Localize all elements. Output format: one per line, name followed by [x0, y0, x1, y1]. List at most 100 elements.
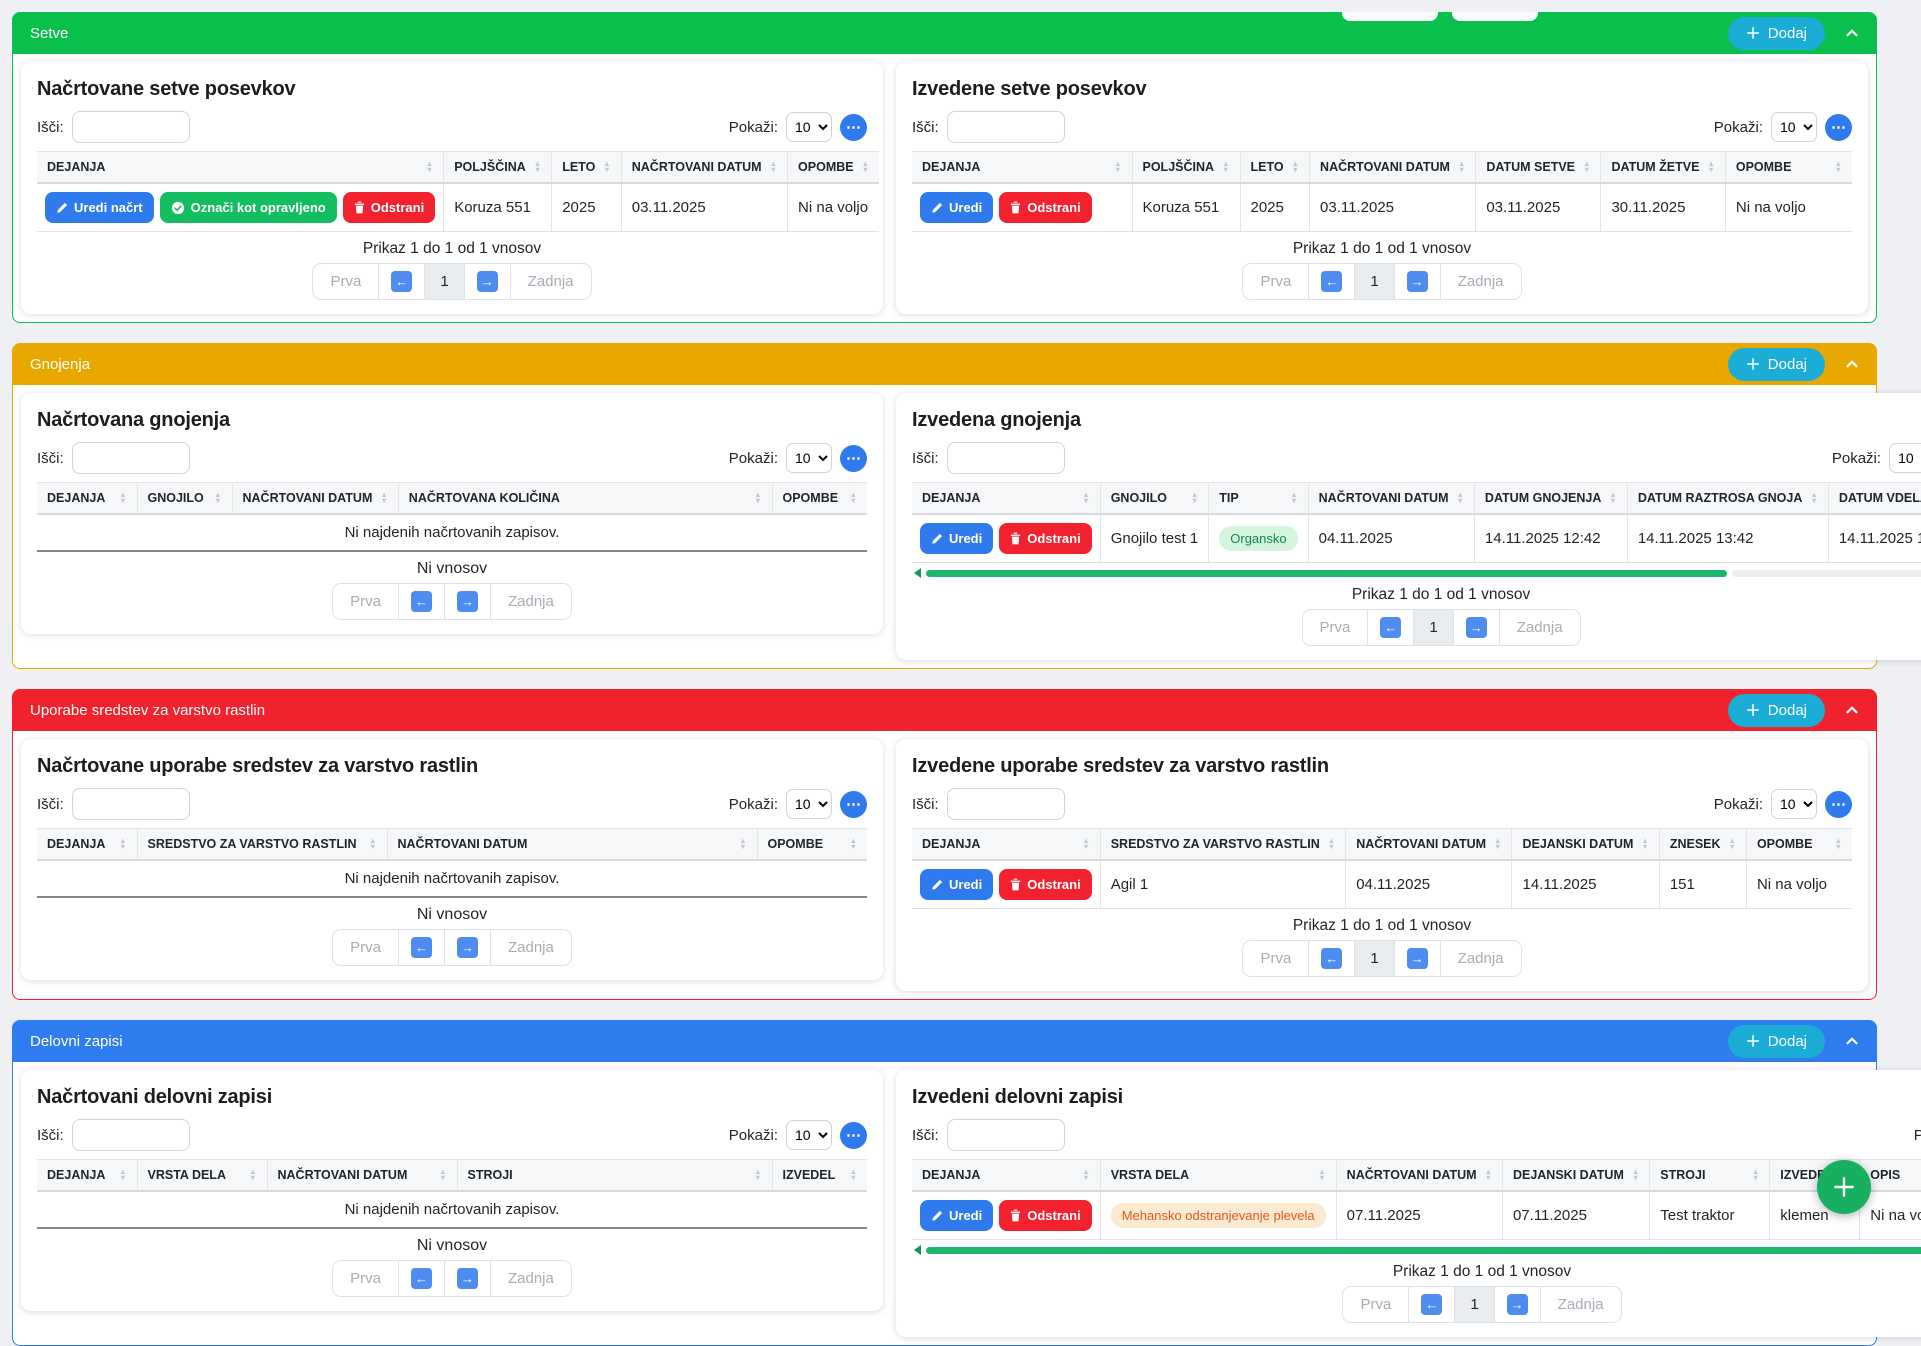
collapse-button[interactable]	[1841, 353, 1863, 375]
more-options-button[interactable]	[840, 113, 867, 141]
more-options-button[interactable]	[840, 1121, 867, 1149]
pager-last[interactable]: Zadnja	[489, 584, 571, 619]
pager-next[interactable]	[1452, 610, 1499, 645]
column-header[interactable]: ZNESEK	[1658, 828, 1747, 861]
search-input[interactable]	[946, 1119, 1065, 1151]
edit-button[interactable]: Uredi	[920, 1200, 994, 1231]
pager-prev[interactable]	[1408, 1287, 1454, 1322]
pager-next[interactable]	[1393, 264, 1440, 299]
column-header[interactable]: DEJANJA	[912, 828, 1101, 861]
column-header[interactable]: LETO	[551, 151, 622, 184]
pager-next[interactable]	[443, 584, 490, 619]
column-header[interactable]: GNOJILO	[1099, 482, 1209, 515]
column-header[interactable]: DATUM RAZTROSA GNOJA	[1626, 482, 1829, 515]
pager-first[interactable]: Prva	[1260, 950, 1292, 967]
column-header[interactable]: DEJANJA	[912, 482, 1101, 515]
pager-next[interactable]	[1393, 941, 1440, 976]
pager-first[interactable]: Prva	[1319, 619, 1351, 636]
column-header[interactable]: GNOJILO	[136, 482, 232, 515]
search-input[interactable]	[71, 111, 190, 143]
pager-page-1[interactable]: 1	[1354, 264, 1394, 299]
column-header[interactable]: OPOMBE	[787, 151, 880, 184]
search-input[interactable]	[71, 788, 190, 820]
column-header[interactable]: DEJANJA	[912, 1159, 1101, 1192]
pager-next[interactable]	[1493, 1287, 1540, 1322]
column-header[interactable]: DEJANJA	[37, 482, 137, 515]
edit-plan-button[interactable]: Uredi načrt	[45, 192, 154, 223]
column-header[interactable]: NAČRTOVANI DATUM	[1309, 151, 1476, 184]
pager-next[interactable]	[443, 1261, 490, 1296]
page-size-select[interactable]: 10	[786, 1120, 832, 1150]
column-header[interactable]: NAČRTOVANI DATUM	[231, 482, 399, 515]
page-size-select[interactable]: 10	[1889, 443, 1921, 473]
edit-button[interactable]: Uredi	[920, 192, 994, 223]
pager-prev[interactable]	[397, 1261, 444, 1296]
column-header[interactable]: LETO	[1239, 151, 1310, 184]
mark-done-button[interactable]: Označi kot opravljeno	[159, 192, 337, 223]
column-header[interactable]: VRSTA DELA	[1099, 1159, 1337, 1192]
pager-last[interactable]: Zadnja	[1439, 264, 1521, 299]
pager-prev[interactable]	[1308, 264, 1354, 299]
add-button[interactable]: Dodaj	[1727, 1024, 1825, 1058]
remove-button[interactable]: Odstrani	[999, 523, 1092, 554]
edit-button[interactable]: Uredi	[920, 869, 994, 900]
more-options-button[interactable]	[1825, 113, 1852, 141]
pager-prev[interactable]	[378, 264, 424, 299]
column-header[interactable]: POLJŠČINA	[1131, 151, 1240, 184]
pager-first[interactable]: Prva	[350, 1270, 381, 1287]
pager-last[interactable]: Zadnja	[1539, 1287, 1621, 1322]
collapse-button[interactable]	[1841, 22, 1863, 44]
search-input[interactable]	[946, 788, 1065, 820]
search-input[interactable]	[946, 111, 1065, 143]
column-header[interactable]: SREDSTVO ZA VARSTVO RASTLIN	[136, 828, 387, 861]
column-header[interactable]: POLJŠČINA	[443, 151, 552, 184]
column-header[interactable]: OPOMBE	[1724, 151, 1852, 184]
column-header[interactable]: DATUM GNOJENJA	[1473, 482, 1628, 515]
column-header[interactable]: DEJANSKI DATUM	[1501, 1159, 1650, 1192]
column-header[interactable]: TIP	[1208, 482, 1309, 515]
more-options-button[interactable]	[1825, 790, 1852, 818]
column-header[interactable]: VRSTA DELA	[136, 1159, 267, 1192]
scroll-thumb[interactable]	[926, 569, 1728, 577]
pager-last[interactable]: Zadnja	[1439, 941, 1521, 976]
page-size-select[interactable]: 10	[786, 789, 832, 819]
column-header[interactable]: DATUM ŽETVE	[1600, 151, 1726, 184]
search-input[interactable]	[71, 442, 190, 474]
add-button[interactable]: Dodaj	[1727, 693, 1825, 727]
pager-first[interactable]: Prva	[1260, 273, 1292, 290]
column-header[interactable]: SREDSTVO ZA VARSTVO RASTLIN	[1099, 828, 1346, 861]
page-size-select[interactable]: 10	[1771, 789, 1817, 819]
pager-last[interactable]: Zadnja	[1498, 610, 1580, 645]
pager-page-1[interactable]: 1	[1454, 1287, 1494, 1322]
column-header[interactable]: IZVEDEL	[771, 1159, 867, 1192]
column-header[interactable]: NAČRTOVANI DATUM	[620, 151, 788, 184]
pager-prev[interactable]	[397, 930, 444, 965]
collapse-button[interactable]	[1841, 1030, 1863, 1052]
pager-last[interactable]: Zadnja	[509, 264, 591, 299]
remove-button[interactable]: Odstrani	[999, 869, 1092, 900]
collapse-button[interactable]	[1841, 699, 1863, 721]
scroll-thumb[interactable]	[926, 1246, 1921, 1254]
add-button[interactable]: Dodaj	[1727, 16, 1825, 50]
remove-button[interactable]: Odstrani	[342, 192, 436, 223]
page-size-select[interactable]: 10	[786, 112, 832, 142]
column-header[interactable]: NAČRTOVANA KOLIČINA	[397, 482, 772, 515]
column-header[interactable]: NAČRTOVANI DATUM	[1307, 482, 1475, 515]
pager-first[interactable]: Prva	[1360, 1296, 1392, 1313]
pager-page-1[interactable]: 1	[1413, 610, 1453, 645]
pager-prev[interactable]	[397, 584, 444, 619]
pager-first[interactable]: Prva	[350, 939, 381, 956]
pager-page-1[interactable]: 1	[1354, 941, 1394, 976]
column-header[interactable]: NAČRTOVANI DATUM	[1335, 1159, 1503, 1192]
column-header[interactable]: DEJANSKI DATUM	[1511, 828, 1660, 861]
scroll-left-icon[interactable]	[914, 568, 921, 578]
column-header[interactable]: STROJI	[456, 1159, 772, 1192]
search-input[interactable]	[71, 1119, 190, 1151]
column-header[interactable]: OPOMBE	[771, 482, 867, 515]
column-header[interactable]: NAČRTOVANI DATUM	[1345, 828, 1512, 861]
scroll-left-icon[interactable]	[914, 1245, 921, 1255]
pager-next[interactable]	[443, 930, 490, 965]
column-header[interactable]: DATUM VDELAVE	[1827, 482, 1921, 515]
column-header[interactable]: DEJANJA	[37, 828, 137, 861]
remove-button[interactable]: Odstrani	[999, 192, 1092, 223]
